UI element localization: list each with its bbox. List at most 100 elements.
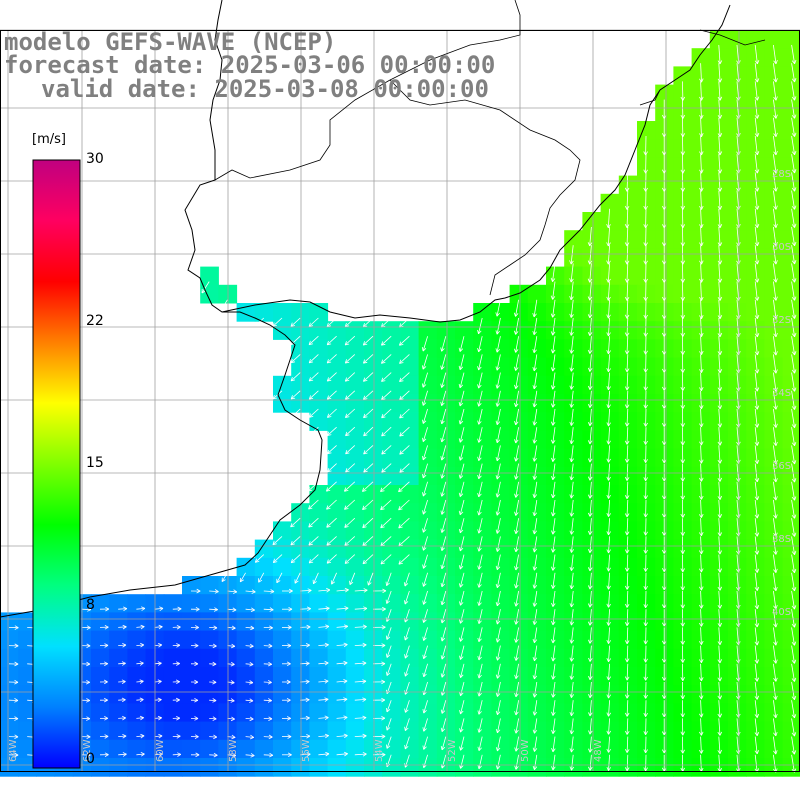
wind-speed-cell <box>582 284 602 304</box>
wind-arrow <box>643 354 648 373</box>
wind-arrow <box>606 518 611 536</box>
wind-speed-cell <box>91 648 110 668</box>
wind-speed-cell <box>746 739 765 759</box>
wind-speed-cell <box>0 612 19 632</box>
wind-arrow <box>587 245 593 265</box>
wind-arrow <box>190 752 200 758</box>
wind-arrow <box>717 681 723 700</box>
wind-speed-cell <box>309 739 329 759</box>
wind-speed-cell <box>364 739 383 759</box>
wind-arrow <box>477 317 483 335</box>
wind-speed-cell <box>509 521 529 541</box>
wind-speed-cell <box>709 230 729 249</box>
wind-speed-cell <box>309 703 329 723</box>
wind-arrow <box>532 700 538 716</box>
wind-arrow <box>477 372 483 389</box>
wind-arrow <box>421 354 428 370</box>
wind-speed-cell <box>455 375 474 395</box>
wind-speed-cell <box>491 557 511 577</box>
wind-arrow <box>773 736 778 755</box>
wind-arrow <box>282 679 291 685</box>
wind-speed-cell <box>163 630 183 650</box>
wind-speed-cell <box>728 466 747 486</box>
wind-arrow <box>381 354 392 364</box>
wind-speed-cell <box>764 30 784 49</box>
wind-speed-cell <box>637 212 656 231</box>
wind-speed-cell <box>473 721 492 741</box>
wind-arrow <box>717 299 723 320</box>
wind-arrow <box>190 643 199 648</box>
wind-speed-cell <box>436 539 456 559</box>
wind-speed-cell <box>309 594 329 613</box>
wind-speed-cell <box>364 539 383 559</box>
wind-speed-cell <box>782 102 800 122</box>
wind-arrow <box>791 572 797 592</box>
wind-speed-cell <box>473 612 492 632</box>
wind-arrow <box>698 663 704 682</box>
wind-arrow <box>569 590 575 608</box>
wind-arrow <box>372 734 386 739</box>
wind-speed-cell <box>637 357 656 377</box>
wind-arrow <box>717 481 723 500</box>
wind-speed-cell <box>709 503 729 522</box>
wind-arrow <box>773 317 778 338</box>
wind-arrow <box>459 645 465 660</box>
wind-speed-cell <box>273 758 292 777</box>
wind-arrow <box>532 663 538 680</box>
wind-arrow <box>345 390 356 400</box>
wind-arrow <box>773 135 778 156</box>
wind-arrow <box>172 679 180 685</box>
wind-speed-cell <box>309 612 329 632</box>
wind-speed-cell <box>400 539 420 559</box>
wind-arrow <box>282 752 292 758</box>
longitude-label: 48W <box>593 739 604 762</box>
wind-speed-cell <box>709 375 729 395</box>
wind-speed-cell <box>491 303 511 322</box>
wind-arrow <box>386 663 392 676</box>
wind-arrow <box>81 716 91 721</box>
wind-speed-cell <box>509 303 529 322</box>
wind-speed-cell <box>364 612 383 632</box>
wind-speed-cell <box>764 48 784 67</box>
wind-arrow <box>699 245 704 265</box>
wind-arrow <box>422 590 428 605</box>
wind-speed-cell <box>546 303 565 322</box>
wind-arrow <box>514 518 519 534</box>
wind-speed-cell <box>564 248 583 268</box>
wind-arrow <box>606 263 611 283</box>
wind-arrow <box>624 645 630 663</box>
wind-speed-cell <box>564 266 583 286</box>
wind-arrow <box>154 606 164 612</box>
wind-speed-cell <box>18 739 37 759</box>
wind-arrow <box>263 716 273 721</box>
wind-arrow <box>588 663 593 681</box>
wind-speed-cell <box>728 521 747 541</box>
wind-arrow <box>624 245 630 265</box>
wind-arrow <box>514 572 519 589</box>
colorbar-tick-label: 0 <box>86 751 95 767</box>
wind-arrow <box>326 536 337 546</box>
wind-speed-cell <box>345 412 365 431</box>
wind-speed-cell <box>309 321 329 340</box>
wind-speed-cell <box>382 430 401 450</box>
wind-speed-cell <box>309 557 329 577</box>
wind-arrow <box>773 572 778 592</box>
wind-speed-cell <box>382 412 401 431</box>
wind-speed-cell <box>163 594 183 613</box>
wind-arrow <box>459 718 465 733</box>
latitude-label: 30S <box>772 242 791 253</box>
wind-speed-cell <box>764 230 784 249</box>
wind-arrow <box>754 554 760 573</box>
wind-speed-cell <box>327 375 347 395</box>
wind-arrow <box>532 554 538 571</box>
wind-arrow <box>569 700 575 717</box>
wind-arrow <box>532 609 538 625</box>
wind-speed-cell <box>728 139 747 158</box>
wind-arrow <box>398 554 410 565</box>
wind-speed-cell <box>436 721 456 741</box>
wind-arrow <box>754 99 760 119</box>
wind-arrow <box>551 681 556 698</box>
wind-speed-cell <box>764 758 784 777</box>
wind-arrow <box>190 588 201 594</box>
wind-speed-cell <box>382 648 401 668</box>
